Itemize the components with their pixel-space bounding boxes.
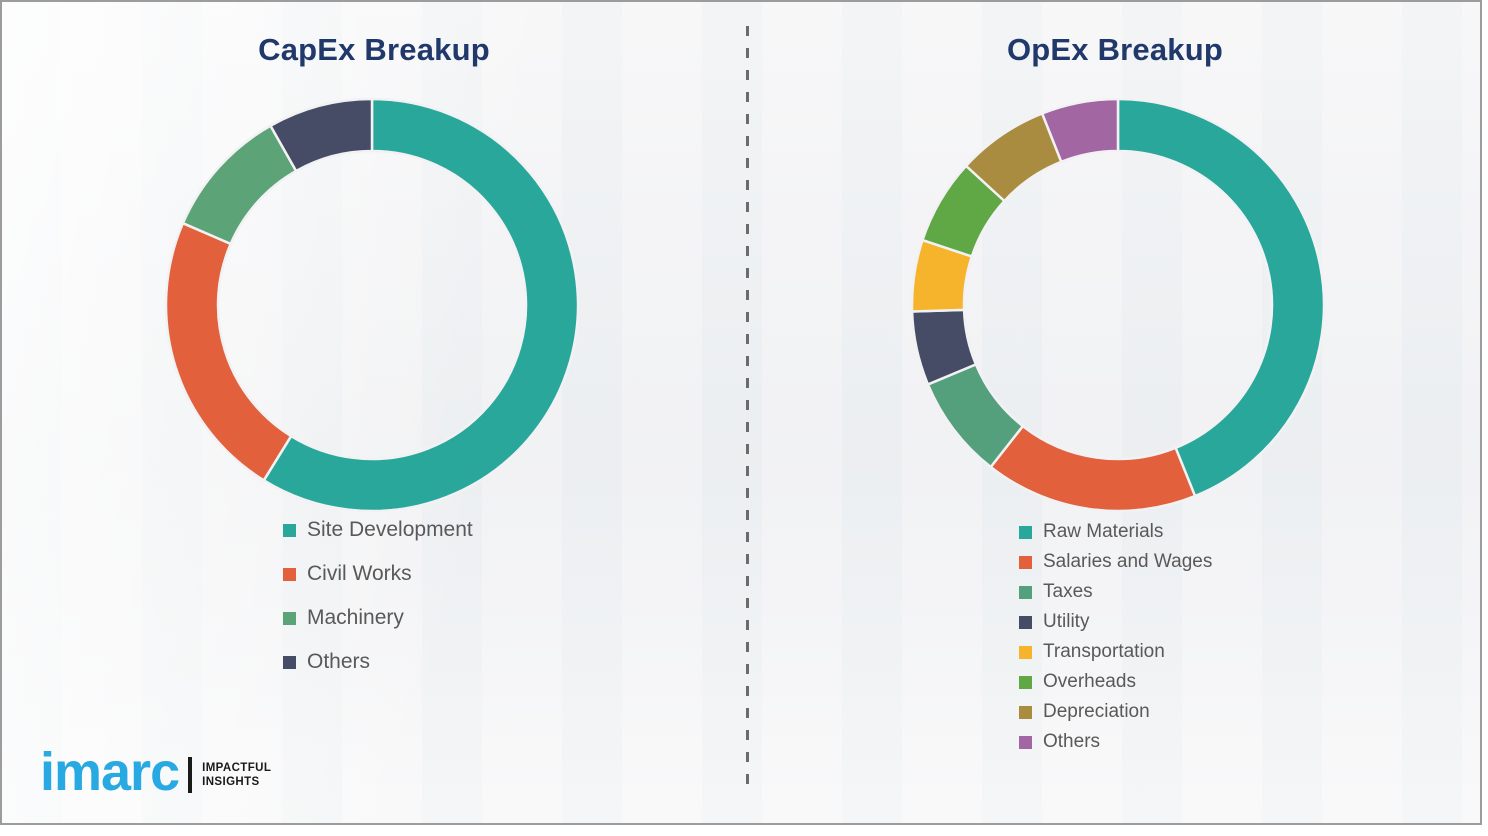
donut-segment-civil-works — [164, 221, 293, 482]
legend-label: Others — [1043, 731, 1101, 752]
opex-chart-title: OpEx Breakup — [1006, 32, 1224, 67]
legend-item-civil-works: Civil Works — [283, 562, 473, 585]
legend-item-others: Others — [283, 650, 473, 673]
imarc-logo: imarc IMPACTFUL INSIGHTS — [40, 741, 271, 803]
legend-label: Civil Works — [307, 562, 412, 585]
capex-chart-title: CapEx Breakup — [258, 32, 490, 67]
legend-swatch-icon — [283, 523, 296, 537]
imarc-logo-tagline: IMPACTFUL INSIGHTS — [202, 761, 271, 790]
legend-item-transportation: Transportation — [1019, 641, 1212, 663]
imarc-logo-wordmark: imarc — [40, 742, 180, 802]
legend-label: Others — [307, 650, 371, 673]
legend-swatch-icon — [283, 611, 296, 625]
legend-swatch-icon — [283, 655, 296, 669]
capex-donut-chart — [160, 93, 584, 517]
donut-segment-site-development — [262, 97, 580, 513]
capex-breakup-svg — [164, 97, 580, 513]
legend-label: Taxes — [1043, 581, 1093, 602]
tagline-line-2: INSIGHTS — [202, 776, 260, 788]
legend-label: Depreciation — [1043, 701, 1150, 722]
tagline-line-1: IMPACTFUL — [202, 761, 272, 774]
capex-legend: Site Development Civil Works Machinery Othe… — [283, 518, 473, 673]
legend-item-depreciation: Depreciation — [1019, 701, 1212, 723]
legend-item-machinery: Machinery — [283, 606, 473, 629]
legend-swatch-icon — [1019, 675, 1032, 689]
opex-donut-chart — [906, 93, 1330, 517]
legend-swatch-icon — [1019, 705, 1032, 719]
legend-item-salaries-and-wages: Salaries and Wages — [1019, 551, 1212, 573]
legend-item-site-development: Site Development — [283, 518, 473, 541]
legend-swatch-icon — [283, 567, 296, 581]
legend-swatch-icon — [1019, 645, 1032, 659]
logo-separator-bar — [188, 757, 193, 793]
legend-item-overheads: Overheads — [1019, 671, 1212, 693]
donut-segment-others — [269, 97, 374, 173]
legend-label: Transportation — [1043, 641, 1165, 662]
legend-label: Site Development — [307, 518, 473, 541]
legend-label: Overheads — [1043, 671, 1136, 692]
legend-swatch-icon — [1019, 585, 1032, 599]
donut-segment-others — [1040, 97, 1120, 164]
vertical-dashed-divider — [746, 26, 749, 792]
donut-segment-raw-materials — [1116, 97, 1326, 498]
donut-segment-salaries-and-wages — [989, 424, 1197, 513]
legend-swatch-icon — [1019, 555, 1032, 569]
legend-item-utility: Utility — [1019, 611, 1212, 633]
legend-item-others: Others — [1019, 731, 1212, 753]
legend-swatch-icon — [1019, 615, 1032, 629]
legend-label: Salaries and Wages — [1043, 551, 1213, 572]
legend-label: Machinery — [307, 606, 404, 629]
legend-item-raw-materials: Raw Materials — [1019, 521, 1212, 543]
legend-label: Utility — [1043, 611, 1090, 632]
legend-label: Raw Materials — [1043, 521, 1164, 542]
legend-item-taxes: Taxes — [1019, 581, 1212, 603]
opex-breakup-svg — [910, 97, 1326, 513]
legend-swatch-icon — [1019, 735, 1032, 749]
legend-swatch-icon — [1019, 525, 1032, 539]
opex-legend: Raw Materials Salaries and Wages Taxes Util… — [1019, 521, 1212, 753]
